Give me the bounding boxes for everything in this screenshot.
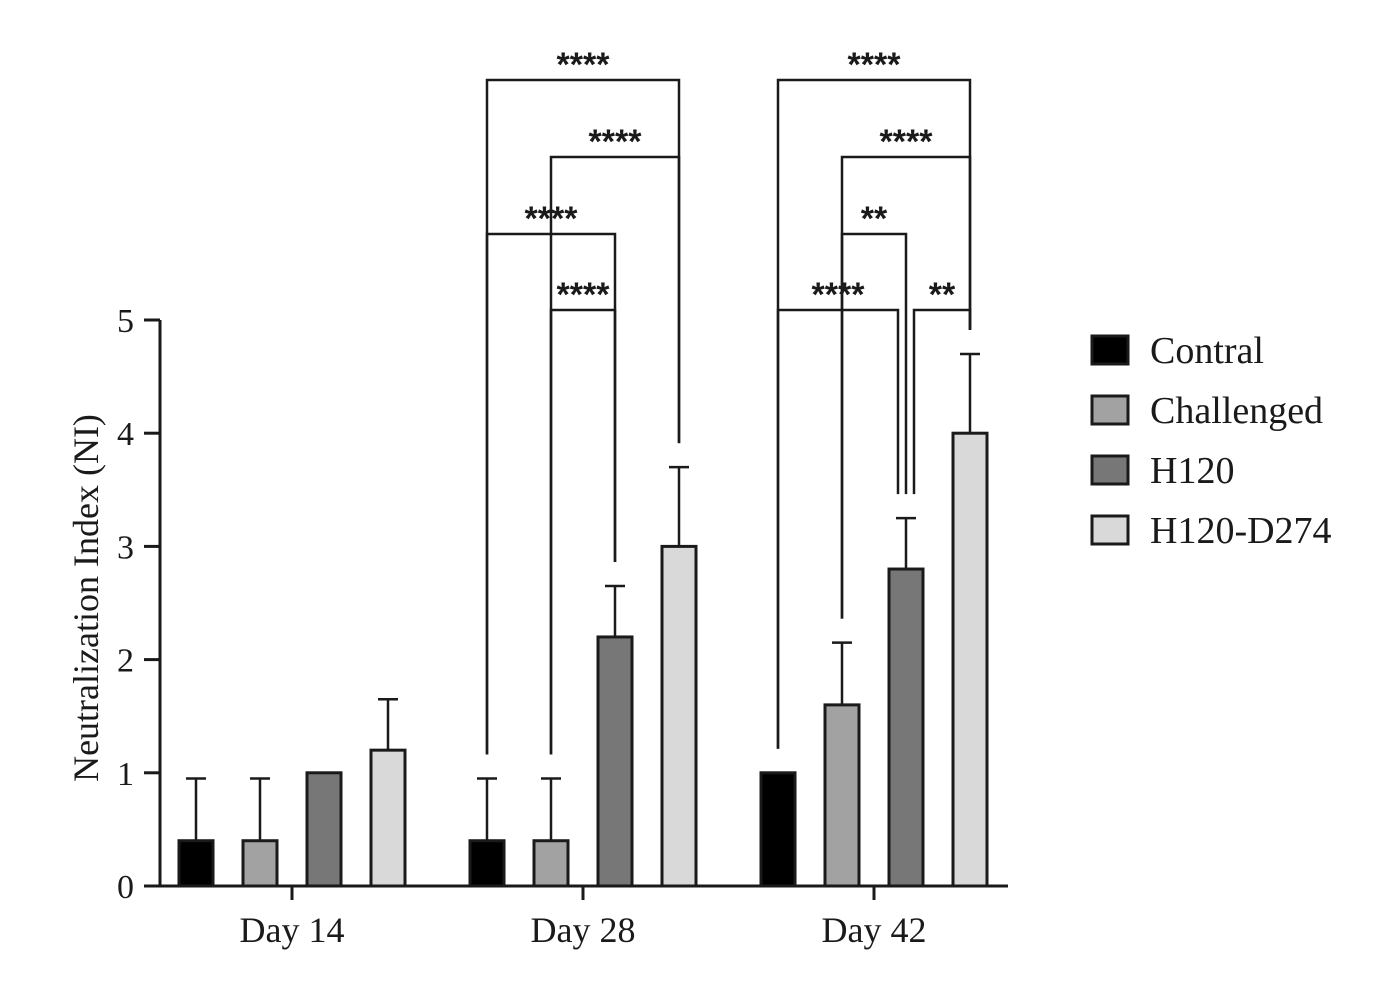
- significance-label: ****: [557, 276, 611, 314]
- significance-layer: ****************************** **: [485, 46, 972, 755]
- bar: [660, 544, 698, 888]
- y-axis-label: Neutralization Index (NI): [66, 414, 106, 782]
- bar: [759, 771, 797, 888]
- significance-label: ****: [525, 200, 579, 238]
- significance-label: **: [929, 276, 956, 314]
- significance-label: ****: [589, 123, 643, 161]
- legend-label: Challenged: [1150, 390, 1323, 432]
- bar: [241, 839, 279, 888]
- axes-layer: 0 1 2 3 4 5 Day 14 Day 28 Day 42: [117, 303, 1008, 950]
- bar: [369, 748, 407, 888]
- significance-label: ****: [880, 123, 934, 161]
- bars-layer: [177, 431, 989, 888]
- significance-label: ****: [848, 46, 902, 84]
- legend: Contral Challenged H120 H120-D274: [1090, 330, 1332, 552]
- y-tick-label: 2: [117, 643, 134, 680]
- significance-bracket: [840, 232, 908, 619]
- bar: [305, 771, 343, 888]
- significance-label: ****: [557, 46, 611, 84]
- bar: [596, 635, 634, 888]
- significance-label: ****: [812, 276, 866, 314]
- bar: [887, 567, 925, 888]
- legend-swatch: [1090, 394, 1130, 426]
- significance-bracket: [776, 308, 900, 749]
- bar: [823, 703, 861, 888]
- y-tick-label: 5: [117, 303, 134, 340]
- bar: [951, 431, 989, 888]
- x-tick-label: Day 42: [822, 910, 927, 950]
- y-tick-label: 1: [117, 756, 134, 793]
- significance-label: **: [861, 200, 888, 238]
- significance-bracket: [912, 308, 972, 495]
- bar: [177, 839, 215, 888]
- significance-bracket: [549, 308, 617, 755]
- error-bars-layer: [186, 352, 980, 841]
- legend-label: H120: [1150, 450, 1234, 492]
- y-tick-label: 3: [117, 529, 134, 566]
- significance-bracket: [776, 78, 972, 749]
- x-tick-label: Day 28: [531, 910, 636, 950]
- legend-swatch: [1090, 514, 1130, 546]
- y-tick-label: 4: [117, 416, 134, 453]
- legend-label: H120-D274: [1150, 510, 1332, 552]
- y-tick-label: 0: [117, 869, 134, 906]
- legend-swatch: [1090, 334, 1130, 366]
- significance-bracket: [485, 78, 681, 755]
- bar: [532, 839, 570, 888]
- legend-label: Contral: [1150, 330, 1264, 372]
- bar: [468, 839, 506, 888]
- x-tick-label: Day 14: [240, 910, 345, 950]
- legend-swatch: [1090, 454, 1130, 486]
